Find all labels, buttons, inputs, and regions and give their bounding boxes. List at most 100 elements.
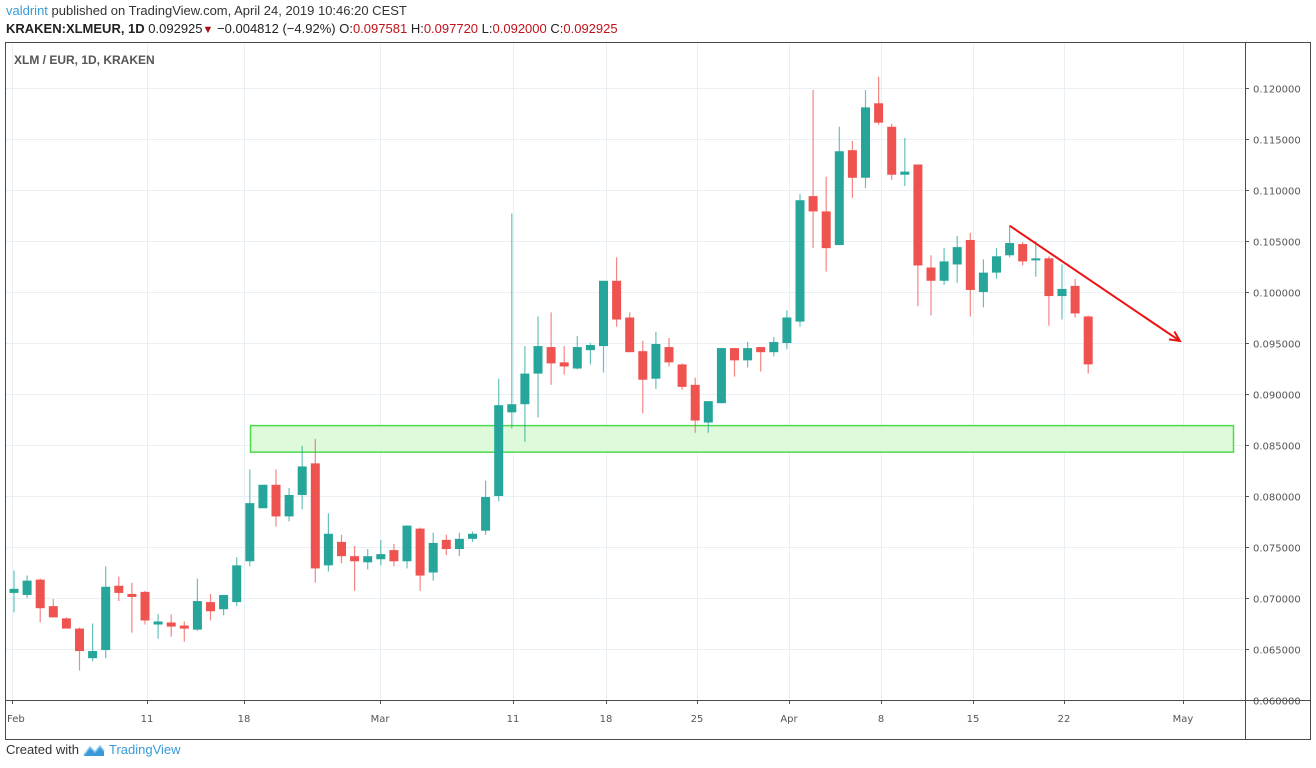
candle-up <box>284 487 294 522</box>
support-zone[interactable] <box>249 424 1235 453</box>
candle-down <box>625 312 635 353</box>
open-value: 0.097581 <box>352 21 408 36</box>
candle-down <box>114 576 124 602</box>
x-tick-label: 11 <box>507 714 520 725</box>
support-zone-rect[interactable] <box>249 424 1235 453</box>
candle-up <box>978 259 988 308</box>
candle-up <box>22 575 32 598</box>
down-triangle-icon: ▼ <box>202 24 214 36</box>
candle-down <box>612 257 622 327</box>
candle-up <box>861 90 870 188</box>
candle-down <box>206 593 215 621</box>
x-tick-label: Apr <box>780 714 798 725</box>
candle-down <box>350 545 360 591</box>
x-tick-label: 18 <box>238 714 251 725</box>
candle-up <box>716 348 726 404</box>
candle-down <box>415 527 425 591</box>
candle-down <box>1070 278 1080 318</box>
high-label: H: <box>410 21 424 36</box>
y-tick-label: 0.080000 <box>1253 493 1301 504</box>
x-tick-label: 18 <box>600 714 613 725</box>
candle-up <box>363 549 373 570</box>
candle-up <box>192 578 202 631</box>
author-link[interactable]: valdrint <box>6 3 48 18</box>
candle-down <box>389 543 399 567</box>
low-label: L: <box>481 21 493 36</box>
arrow-head-icon <box>1168 330 1182 343</box>
candle-down <box>48 599 58 618</box>
candle-up <box>533 316 543 418</box>
y-tick-label: 0.060000 <box>1253 697 1301 708</box>
candle-up <box>481 480 491 535</box>
tradingview-logo-icon <box>83 744 105 756</box>
created-with-text: Created with <box>6 742 79 757</box>
x-tick-label: 11 <box>141 714 154 725</box>
candles <box>9 76 1093 671</box>
candle-down <box>926 255 936 316</box>
trendline[interactable] <box>1009 224 1181 342</box>
candle-down <box>337 534 346 564</box>
candle-down <box>677 363 687 390</box>
candle-down <box>546 312 556 385</box>
candle-up <box>376 539 386 566</box>
candle-down <box>140 590 150 625</box>
candle-down <box>166 614 176 637</box>
candle-up <box>782 310 792 350</box>
candle-down <box>821 176 831 272</box>
candle-down <box>690 377 700 433</box>
y-tick-label: 0.075000 <box>1253 544 1301 555</box>
candle-up <box>297 446 307 510</box>
x-tick-label: 22 <box>1058 714 1071 725</box>
candle-down <box>808 90 818 249</box>
y-tick-label: 0.110000 <box>1253 187 1301 198</box>
tradingview-link[interactable]: TradingView <box>108 742 181 757</box>
x-tick-label: Mar <box>371 714 391 725</box>
x-tick-label: 8 <box>878 714 884 725</box>
candle-up <box>454 532 464 557</box>
candle-up <box>494 378 504 502</box>
pane-title: XLM / EUR, 1D, KRAKEN <box>14 53 155 67</box>
candle-up <box>101 566 111 659</box>
close-value: 0.092925 <box>563 21 618 36</box>
candle-down <box>127 582 137 633</box>
x-tick-label: Feb <box>7 714 25 725</box>
trendline-arrow[interactable] <box>1009 224 1182 343</box>
candle-up <box>219 594 229 616</box>
candle-up <box>507 213 517 429</box>
close-label: C: <box>550 21 564 36</box>
candle-down <box>441 534 451 556</box>
y-tick-label: 0.100000 <box>1253 289 1301 300</box>
last-price: 0.092925 <box>148 21 203 36</box>
candle-up <box>1057 264 1067 320</box>
symbol-label: KRAKEN:XLMEUR, 1D <box>6 21 145 36</box>
grid-lines <box>6 43 1245 701</box>
candle-up <box>572 335 582 370</box>
x-tick-label: 25 <box>691 714 704 725</box>
y-tick-label: 0.085000 <box>1253 442 1301 453</box>
candle-up <box>952 235 962 283</box>
candle-up <box>795 194 805 327</box>
candle-up <box>651 331 661 389</box>
candle-down <box>756 347 766 372</box>
candle-up <box>585 343 595 365</box>
candle-up <box>599 280 608 373</box>
candle-down <box>664 337 674 367</box>
y-tick-label: 0.105000 <box>1253 238 1301 249</box>
y-tick-label: 0.095000 <box>1253 340 1301 351</box>
y-tick-label: 0.090000 <box>1253 391 1301 402</box>
y-tick-label: 0.115000 <box>1253 136 1301 147</box>
x-tick-label: 15 <box>967 714 980 725</box>
candle-down <box>310 438 320 583</box>
published-text: published on TradingView.com, April 24, … <box>47 3 407 18</box>
candle-down <box>965 232 975 317</box>
symbol-info: KRAKEN:XLMEUR, 1D 0.092925▼ −0.004812 (−… <box>6 21 618 36</box>
candle-up <box>703 401 713 433</box>
candle-down <box>847 141 857 199</box>
candle-up <box>258 484 268 509</box>
candle-up <box>900 137 910 186</box>
candle-down <box>1044 256 1054 326</box>
y-tick-label: 0.120000 <box>1253 85 1301 96</box>
candle-up <box>769 336 779 357</box>
candle-up <box>9 570 19 613</box>
